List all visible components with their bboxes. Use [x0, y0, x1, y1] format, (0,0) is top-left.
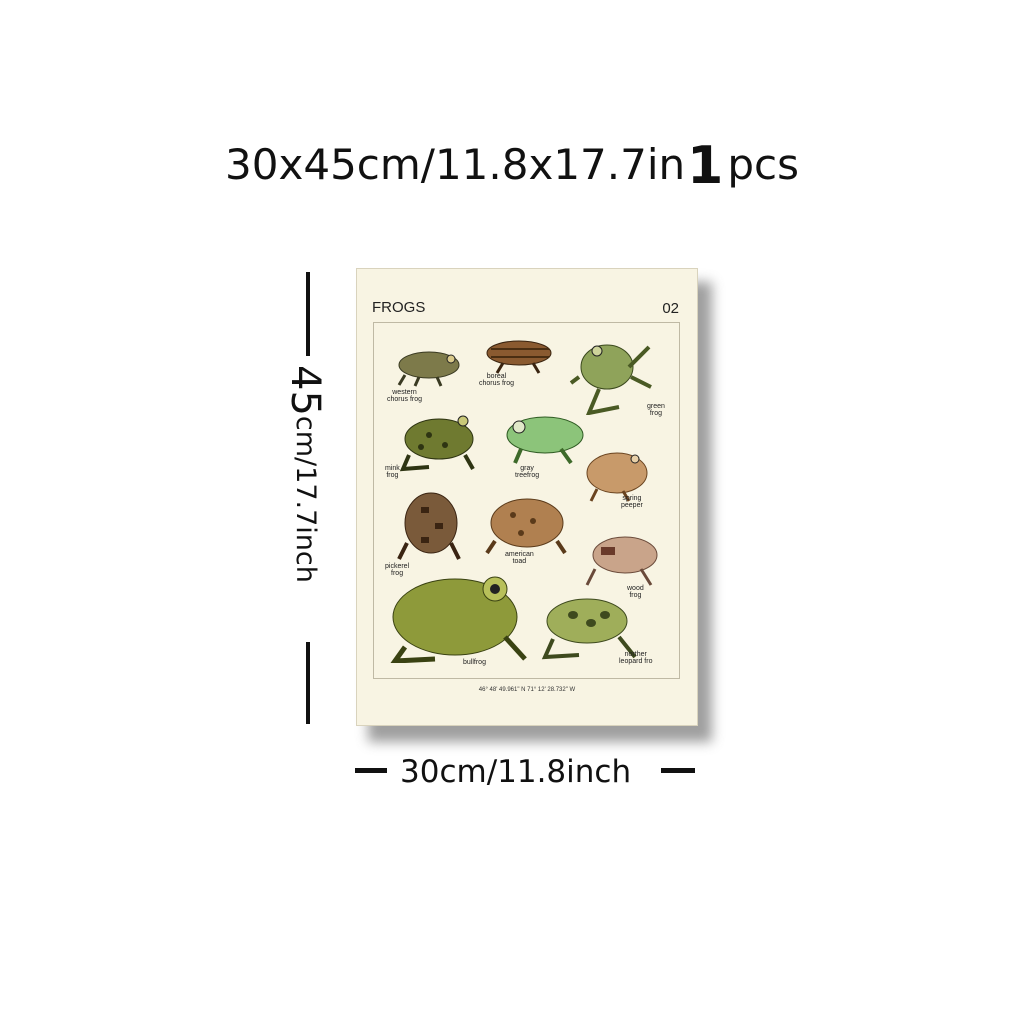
frog-label-spring-peeper: spring peeper	[621, 495, 643, 509]
frog-poster: FROGS 02 western chorus frog boreal chor…	[356, 268, 698, 726]
frog-label-northern-leopard: norther leopard fro	[619, 651, 653, 665]
frog-illustration-gray-treefrog	[506, 416, 584, 465]
frog-illustration-spring-peeper	[586, 452, 648, 502]
height-unit-text: cm/17.7inch	[290, 415, 321, 583]
frog-illustration-bullfrog	[390, 576, 527, 663]
frog-label-gray-treefrog: gray treefrog	[515, 465, 540, 479]
quantity-number: 1	[687, 136, 724, 196]
frog-label-pickerel: pickerel frog	[385, 563, 410, 577]
frog-illustration-wood	[585, 536, 658, 586]
frog-label-bullfrog: bullfrog	[463, 659, 486, 666]
quantity-unit: pcs	[727, 140, 799, 189]
poster-frame	[373, 322, 680, 679]
frog-label-american-toad: american toad	[505, 551, 534, 565]
height-number: 45	[282, 365, 328, 416]
poster-number: 02	[662, 300, 679, 317]
size-text: 30x45cm/11.8x17.7in	[225, 140, 686, 189]
frog-illustration-western-chorus	[397, 351, 460, 387]
frog-illustration-pickerel	[397, 492, 461, 560]
frog-illustration-northern-leopard	[541, 598, 637, 660]
poster-title: FROGS	[372, 299, 426, 316]
height-dimension-line-bottom	[306, 642, 310, 724]
frog-label-wood: wood frog	[627, 585, 644, 599]
width-dimension-line-left	[355, 768, 387, 773]
frog-illustration-american-toad	[485, 498, 567, 555]
height-dimension-label: 45cm/17.7inch	[282, 365, 328, 625]
frog-illustration-green	[569, 344, 652, 415]
frog-label-western-chorus: western chorus frog	[387, 389, 423, 403]
height-dimension-line-top	[306, 272, 310, 356]
frog-illustration-boreal-chorus	[486, 340, 552, 374]
size-headline: 30x45cm/11.8x17.7in1pcs	[0, 136, 1024, 196]
frog-illustration-mink	[399, 415, 475, 472]
frog-label-mink: mink frog	[385, 465, 400, 479]
frog-label-green: green frog	[647, 403, 665, 417]
width-dimension-line-right	[661, 768, 695, 773]
poster-coordinates: 46° 48' 49.961" N 71° 12' 28.732" W	[478, 687, 576, 693]
width-dimension-label: 30cm/11.8inch	[400, 754, 632, 790]
frog-label-boreal-chorus: boreal chorus frog	[479, 373, 515, 387]
